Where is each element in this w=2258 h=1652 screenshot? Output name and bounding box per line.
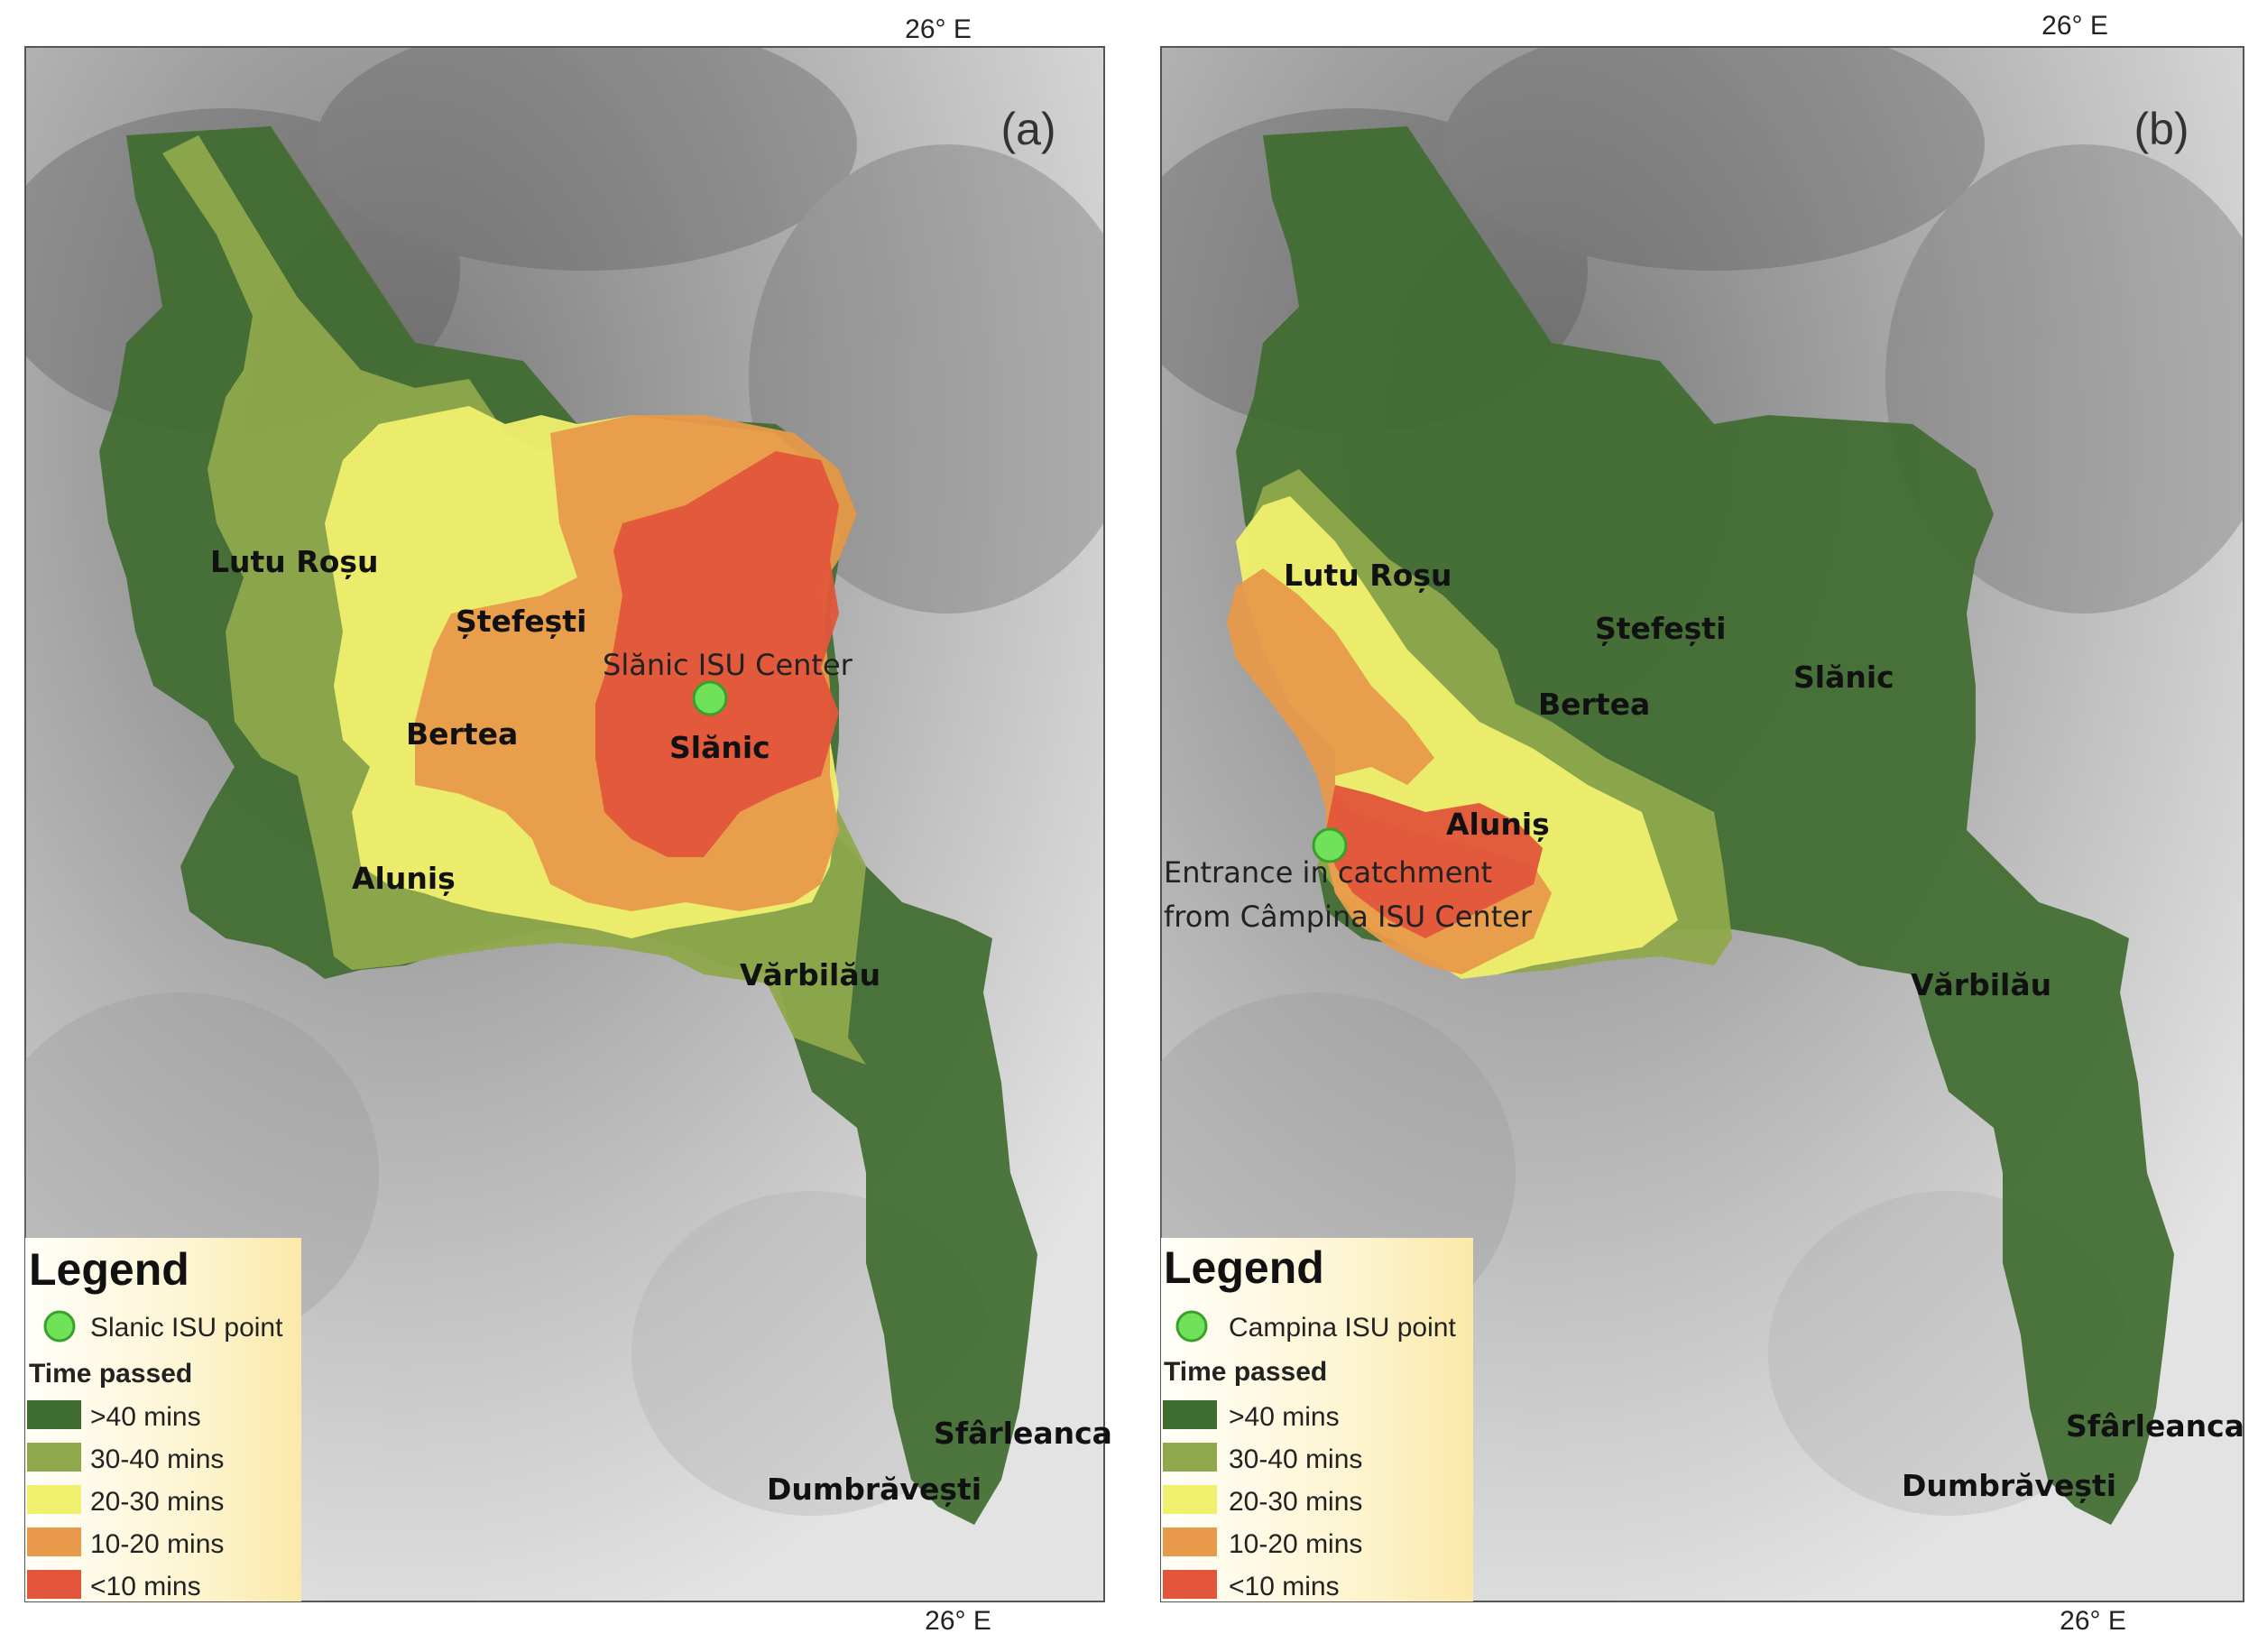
zone-lt10-b [1326, 785, 1543, 938]
isu-point-symbol-b [1175, 1310, 1208, 1343]
legend-class-a-0: >40 mins [90, 1402, 201, 1432]
map-panel-a: 26° E 26° E Legend Slanic ISU point Time… [24, 14, 1112, 1636]
legend-swatch-10-20-b [1163, 1527, 1217, 1556]
place-slanic-b: Slănic [1793, 660, 1894, 695]
top-tick-label-a: 26° E [905, 14, 972, 44]
isu-point-b [1312, 827, 1348, 863]
legend-title-b: Legend [1164, 1242, 1324, 1293]
legend-class-b-2: 20-30 mins [1229, 1487, 1362, 1517]
legend-swatch-lt10-b [1163, 1570, 1217, 1599]
place-sfarleanca-b: Sfârleanca [2066, 1408, 2244, 1444]
place-varbilau-a: Vărbilău [740, 957, 880, 992]
panel-letter-a: (a) [1000, 104, 1055, 154]
place-sfarleanca-a: Sfârleanca [934, 1416, 1112, 1451]
legend-swatch-30-40-a [27, 1443, 81, 1472]
place-dumbravesti-a: Dumbrăvești [767, 1472, 982, 1507]
isu-center-label-a: Slănic ISU Center [603, 648, 853, 682]
legend-b: Legend Campina ISU point Time passed >40… [1161, 1238, 1473, 1601]
place-stefesti-b: Ștefești [1595, 611, 1726, 646]
legend-time-title-b: Time passed [1164, 1357, 1327, 1387]
place-alunis-a: Aluniș [352, 861, 456, 896]
legend-title-a: Legend [29, 1244, 189, 1295]
legend-time-title-a: Time passed [29, 1359, 192, 1389]
bottom-tick-label-b: 26° E [2060, 1606, 2126, 1636]
panel-letter-b: (b) [2134, 104, 2189, 154]
zone-lt10-a [595, 451, 839, 857]
legend-swatch-gt40-a [27, 1400, 81, 1429]
legend-class-a-3: 10-20 mins [90, 1529, 224, 1559]
map-panel-b: 26° E 26° E Legend Campina ISU point Tim… [1160, 11, 2244, 1636]
legend-swatch-lt10-a [27, 1570, 81, 1599]
place-stefesti-a: Ștefești [456, 604, 586, 639]
legend-class-b-4: <10 mins [1229, 1572, 1340, 1601]
legend-class-a-2: 20-30 mins [90, 1487, 224, 1517]
place-lutu-rosu-b: Lutu Roșu [1284, 558, 1452, 593]
legend-swatch-20-30-b [1163, 1485, 1217, 1514]
place-alunis-b: Aluniș [1446, 807, 1550, 842]
legend-class-b-3: 10-20 mins [1229, 1529, 1362, 1559]
place-bertea-a: Bertea [406, 716, 518, 752]
legend-swatch-30-40-b [1163, 1443, 1217, 1472]
place-dumbravesti-b: Dumbrăvești [1902, 1468, 2116, 1503]
isu-point-a [692, 680, 728, 716]
place-lutu-rosu-a: Lutu Roșu [210, 544, 379, 579]
legend-class-a-1: 30-40 mins [90, 1444, 224, 1474]
legend-swatch-20-30-a [27, 1485, 81, 1514]
legend-class-a-4: <10 mins [90, 1572, 201, 1601]
legend-class-b-0: >40 mins [1229, 1402, 1340, 1432]
legend-class-b-1: 30-40 mins [1229, 1444, 1362, 1474]
isu-point-symbol-a [43, 1310, 76, 1343]
legend-swatch-gt40-b [1163, 1400, 1217, 1429]
place-varbilau-b: Vărbilău [1911, 967, 2051, 1002]
entrance-label-line2-b: from Câmpina ISU Center [1164, 900, 1533, 934]
legend-point-label-b: Campina ISU point [1229, 1313, 1456, 1343]
place-slanic-a: Slănic [669, 730, 770, 765]
legend-a: Legend Slanic ISU point Time passed >40 … [25, 1238, 301, 1601]
bottom-tick-label-a: 26° E [925, 1606, 991, 1636]
top-tick-label-b: 26° E [2041, 11, 2108, 41]
legend-point-label-a: Slanic ISU point [90, 1313, 283, 1343]
place-bertea-b: Bertea [1538, 687, 1650, 722]
legend-swatch-10-20-a [27, 1527, 81, 1556]
